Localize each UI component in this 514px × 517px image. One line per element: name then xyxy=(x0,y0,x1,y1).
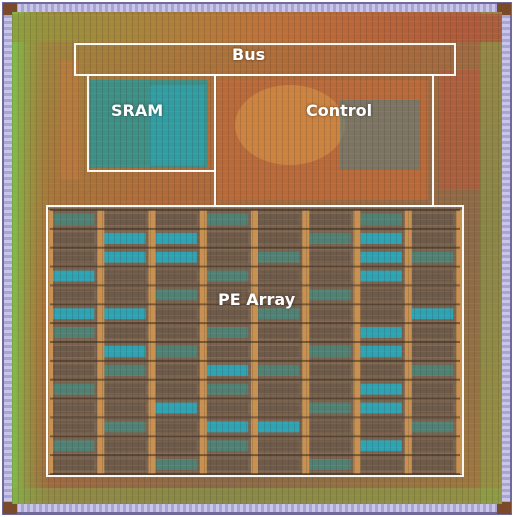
control-label: Control xyxy=(306,101,373,120)
control-region xyxy=(214,74,434,207)
pe-array-label: PE Array xyxy=(218,290,296,309)
pe-array-region xyxy=(46,205,464,477)
bus-label: Bus xyxy=(232,45,266,64)
sram-region xyxy=(87,74,216,172)
sram-label: SRAM xyxy=(111,101,164,120)
